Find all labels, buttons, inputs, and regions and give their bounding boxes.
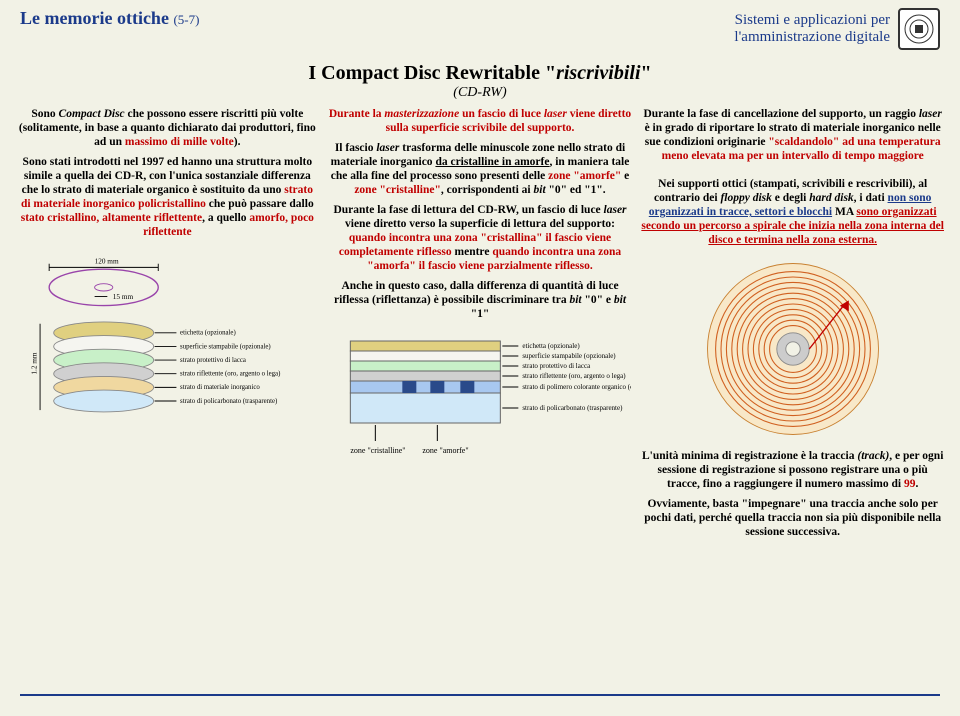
col2-p1: Durante la masterizzazione un fascio di … — [329, 107, 632, 135]
university-logo — [898, 8, 940, 50]
svg-text:etichetta (opzionale): etichetta (opzionale) — [180, 330, 236, 337]
dim-15: 15 mm — [113, 293, 134, 301]
svg-text:superficie stampabile (opziona: superficie stampabile (opzionale) — [180, 343, 271, 350]
header-left: Le memorie ottiche (5-7) — [20, 8, 199, 29]
svg-text:strato di polimero colorante o: strato di polimero colorante organico (d… — [522, 383, 631, 391]
columns: Sono Compact Disc che possono essere ris… — [0, 107, 960, 673]
col3-p2: Nei supporti ottici (stampati, scrivibil… — [641, 177, 944, 247]
page-title: I Compact Disc Rewritable "riscrivibili" — [0, 62, 960, 85]
col1-p1: Sono Compact Disc che possono essere ris… — [16, 107, 319, 149]
svg-text:superficie stampabile (opziona: superficie stampabile (opzionale) — [522, 352, 616, 360]
svg-text:strato di materiale inorganico: strato di materiale inorganico — [180, 384, 260, 391]
svg-text:strato protettivo di lacca: strato protettivo di lacca — [180, 357, 246, 364]
dim-120: 120 mm — [95, 258, 119, 266]
disc-layers-figure-1: 120 mm 15 mm 1.2 mm etichetta (opzionale — [16, 251, 319, 451]
header-right-text: Sistemi e applicazioni per l'amministraz… — [734, 12, 890, 47]
col3-p1: Durante la fase di cancellazione del sup… — [641, 107, 944, 163]
svg-text:1.2 mm: 1.2 mm — [30, 352, 38, 375]
col1-p2: Sono stati introdotti nel 1997 ed hanno … — [16, 155, 319, 239]
svg-text:zone "cristalline": zone "cristalline" — [350, 446, 405, 455]
page-subtitle: (CD-RW) — [0, 85, 960, 101]
column-left: Sono Compact Disc che possono essere ris… — [16, 107, 319, 673]
col3-p3: L'unità minima di registrazione è la tra… — [641, 449, 944, 491]
svg-text:zone "amorfe": zone "amorfe" — [422, 446, 468, 455]
cross-section-figure: etichetta (opzionale) superficie stampab… — [329, 331, 632, 481]
header-right: Sistemi e applicazioni per l'amministraz… — [734, 8, 940, 50]
svg-text:strato protettivo di lacca: strato protettivo di lacca — [522, 362, 591, 370]
page-header: Le memorie ottiche (5-7) Sistemi e appli… — [0, 0, 960, 50]
svg-text:strato di policarbonato (trasp: strato di policarbonato (trasparente) — [522, 404, 623, 412]
header-title: Le memorie ottiche — [20, 8, 169, 28]
col2-p2: Il fascio laser trasforma delle minuscol… — [329, 141, 632, 197]
spiral-figure — [703, 259, 883, 439]
svg-text:etichetta (opzionale): etichetta (opzionale) — [522, 342, 580, 350]
col2-p4: Anche in questo caso, dalla differenza d… — [329, 279, 632, 321]
svg-text:strato di policarbonato (trasp: strato di policarbonato (trasparente) — [180, 398, 277, 405]
header-sub: (5-7) — [173, 12, 199, 27]
column-right: Durante la fase di cancellazione del sup… — [641, 107, 944, 673]
svg-text:strato riflettente (oro, argen: strato riflettente (oro, argento o lega) — [522, 372, 626, 380]
footer-rule — [20, 694, 940, 696]
col2-p3: Durante la fase di lettura del CD-RW, un… — [329, 203, 632, 273]
col3-p4: Ovviamente, basta "impegnare" una tracci… — [641, 497, 944, 539]
svg-text:strato riflettente (oro, argen: strato riflettente (oro, argento o lega) — [180, 371, 280, 378]
column-center: Durante la masterizzazione un fascio di … — [329, 107, 632, 673]
